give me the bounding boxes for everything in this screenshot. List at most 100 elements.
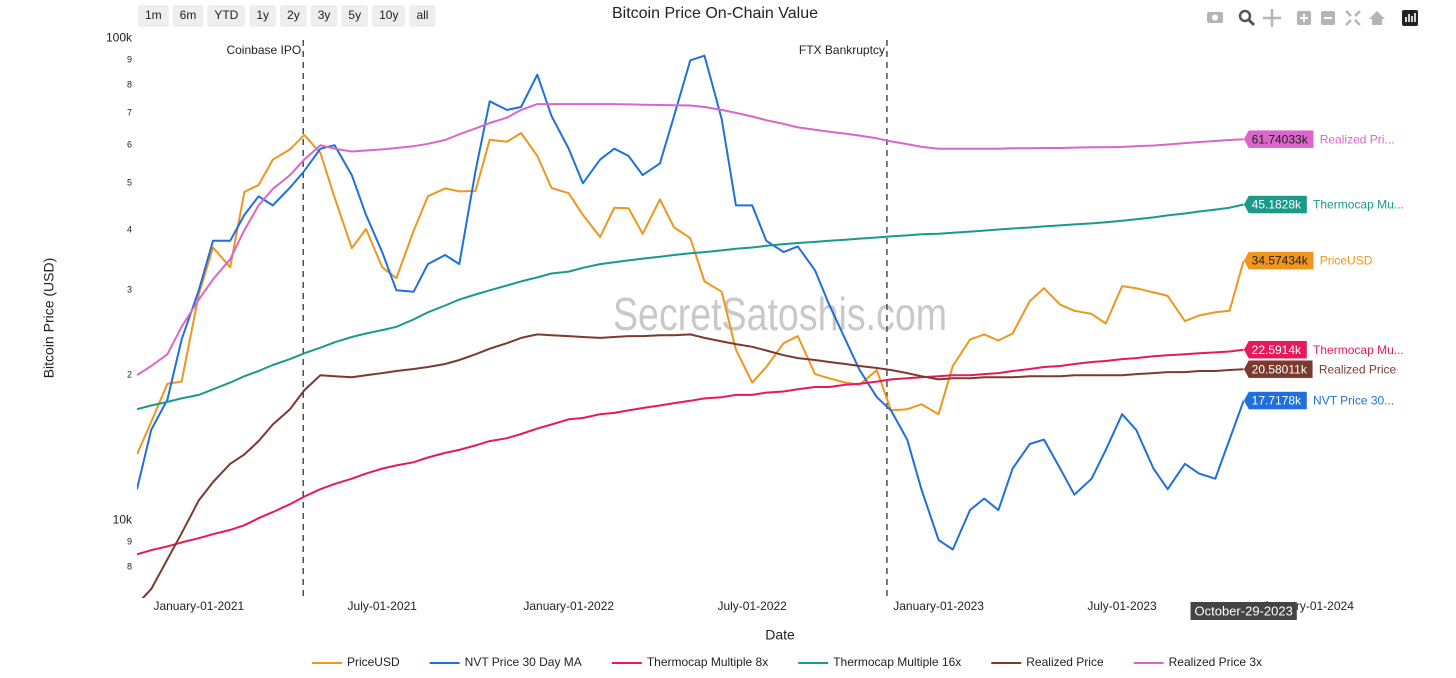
hover-box xyxy=(1243,391,1308,410)
chart-title: Bitcoin Price On-Chain Value xyxy=(612,5,818,22)
range-button[interactable]: 1y xyxy=(249,5,277,27)
range-button[interactable]: YTD xyxy=(207,5,246,27)
y-tick-label: 9 xyxy=(127,537,132,547)
zoom-out-icon[interactable] xyxy=(1321,11,1335,25)
series-line xyxy=(137,103,1244,377)
pan-icon[interactable] xyxy=(1263,9,1281,27)
range-button[interactable]: 10y xyxy=(372,5,406,27)
hover-name: Realized Pri... xyxy=(1320,132,1395,146)
range-button-bg[interactable] xyxy=(249,5,277,27)
hover-name: PriceUSD xyxy=(1320,254,1373,268)
y-tick-label: 7 xyxy=(127,107,132,117)
hover-box xyxy=(1243,129,1314,149)
range-button[interactable]: 5y xyxy=(341,5,369,27)
legend-label: NVT Price 30 Day MA xyxy=(465,655,582,669)
hover-x-text: October-29-2023 xyxy=(1195,603,1293,618)
hover-name: Thermocap Mu... xyxy=(1313,198,1404,212)
hover-name: Realized Price xyxy=(1319,362,1397,376)
hover-value: 22.5914k xyxy=(1252,343,1302,357)
hover-label: 61.74033k Realized Pri... xyxy=(1243,129,1395,149)
series-line xyxy=(137,132,1245,455)
y-axis-title: Bitcoin Price (USD) xyxy=(41,258,57,379)
modebar xyxy=(1207,9,1418,27)
x-tick-label: January-01-2021 xyxy=(153,599,244,613)
hover-name: Thermocap Mu... xyxy=(1313,343,1404,357)
annotation-text: Coinbase IPO xyxy=(226,43,301,57)
range-button-label[interactable]: 5y xyxy=(348,8,361,22)
hover-value: 17.7178k xyxy=(1252,394,1302,408)
x-tick-label: July-01-2021 xyxy=(348,599,418,613)
range-button-label[interactable]: 1y xyxy=(256,8,269,22)
y-tick-label: 5 xyxy=(127,178,132,188)
y-tick-label: 8 xyxy=(127,79,132,89)
home-icon[interactable] xyxy=(1369,11,1385,25)
range-button-bg[interactable] xyxy=(409,5,436,27)
series-line xyxy=(137,348,1244,556)
x-tick-label: January-01-2023 xyxy=(893,599,984,613)
range-button-label[interactable]: 2y xyxy=(287,8,300,22)
hover-value: 45.1828k xyxy=(1252,198,1302,212)
range-button-bg[interactable] xyxy=(341,5,369,27)
legend-label: Thermocap Multiple 16x xyxy=(833,655,961,669)
range-button-bg[interactable] xyxy=(310,5,338,27)
range-button-bg[interactable] xyxy=(138,5,169,27)
range-button-bg[interactable] xyxy=(372,5,406,27)
legend-label: Realized Price 3x xyxy=(1169,655,1262,669)
legend-label: PriceUSD xyxy=(347,655,400,669)
range-button-label[interactable]: 3y xyxy=(318,8,331,22)
range-button-label[interactable]: YTD xyxy=(214,8,238,22)
hover-label: 45.1828k Thermocap Mu... xyxy=(1243,195,1404,214)
y-tick-label: 6 xyxy=(127,140,132,150)
series-line xyxy=(137,54,1245,551)
hover-label: 20.58011k Realized Price xyxy=(1243,359,1397,379)
hover-value: 20.58011k xyxy=(1252,362,1308,376)
autoscale-icon[interactable] xyxy=(1345,10,1361,26)
y-tick-label: 8 xyxy=(127,561,132,571)
series-line xyxy=(137,203,1244,411)
range-button[interactable]: 1m xyxy=(138,5,169,27)
zoom-in-icon[interactable] xyxy=(1297,11,1311,25)
hover-box xyxy=(1243,340,1308,359)
range-button-bg[interactable] xyxy=(172,5,204,27)
hover-label: 17.7178k NVT Price 30... xyxy=(1243,391,1394,410)
legend-label: Realized Price xyxy=(1026,655,1104,669)
y-tick-label: 4 xyxy=(127,224,132,234)
x-tick-label: January-01-2022 xyxy=(523,599,614,613)
hover-box xyxy=(1243,251,1314,270)
range-button-label[interactable]: 1m xyxy=(145,8,162,22)
range-button[interactable]: 6m xyxy=(172,5,204,27)
hover-x-box xyxy=(1190,602,1297,620)
range-button[interactable]: all xyxy=(409,5,436,27)
range-button-bg[interactable] xyxy=(207,5,246,27)
range-button-bg[interactable] xyxy=(280,5,307,27)
y-tick-label: 3 xyxy=(127,285,132,295)
hover-box xyxy=(1243,195,1308,214)
y-tick-label: 2 xyxy=(127,370,132,380)
range-button-label[interactable]: 10y xyxy=(379,8,398,22)
annotation-text: FTX Bankruptcy xyxy=(799,43,885,57)
range-button-label[interactable]: all xyxy=(416,8,428,22)
x-axis-title: Date xyxy=(765,627,795,643)
hover-x-label: October-29-2023 xyxy=(1190,602,1297,620)
legend: PriceUSD NVT Price 30 Day MA Thermocap Mul… xyxy=(311,655,1262,669)
hover-box xyxy=(1243,359,1314,379)
y-tick-label: 10k xyxy=(113,512,133,526)
zoom-icon[interactable] xyxy=(1238,9,1256,27)
plotly-logo[interactable] xyxy=(1402,10,1418,26)
hover-value: 61.74033k xyxy=(1252,132,1309,146)
x-tick-label: July-01-2022 xyxy=(717,599,787,613)
camera-icon[interactable] xyxy=(1207,12,1223,23)
y-tick-label: 100k xyxy=(106,30,133,44)
range-button[interactable]: 2y xyxy=(280,5,307,27)
range-button[interactable]: 3y xyxy=(310,5,338,27)
range-button-label[interactable]: 6m xyxy=(180,8,197,22)
watermark: SecretSatoshis.com xyxy=(613,288,947,340)
legend-label: Thermocap Multiple 8x xyxy=(647,655,768,669)
x-tick-label: July-01-2023 xyxy=(1087,599,1157,613)
series-line xyxy=(141,333,1244,598)
hover-value: 34.57434k xyxy=(1252,254,1309,268)
y-tick-label: 9 xyxy=(127,55,132,65)
hover-label: 34.57434k PriceUSD xyxy=(1243,251,1373,270)
hover-label: 22.5914k Thermocap Mu... xyxy=(1243,340,1404,359)
